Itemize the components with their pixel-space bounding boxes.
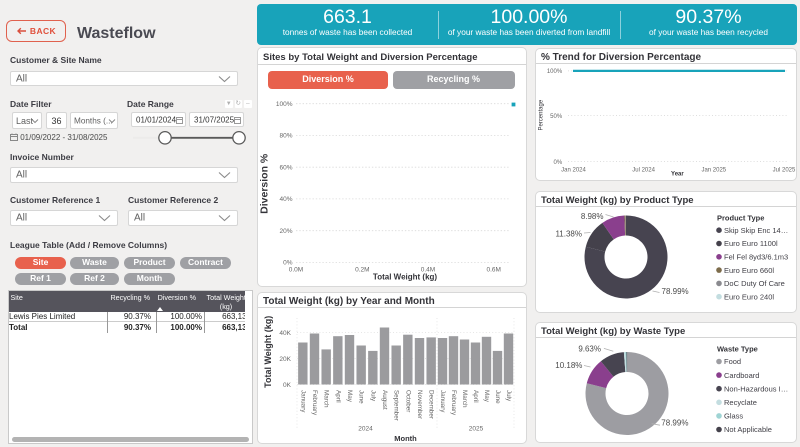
svg-text:Total Weight (kg): Total Weight (kg) (373, 272, 437, 281)
svg-text:40%: 40% (279, 196, 292, 203)
svg-text:10.18%: 10.18% (555, 361, 582, 370)
svg-text:Euro Euro 1100l: Euro Euro 1100l (724, 239, 778, 248)
svg-text:September: September (393, 390, 400, 421)
svg-text:Diversion %: Diversion % (259, 153, 271, 214)
svg-text:March: March (461, 390, 468, 408)
svg-text:January: January (439, 390, 446, 413)
svg-text:Recyclate: Recyclate (724, 398, 757, 407)
svg-text:Jul 2024: Jul 2024 (632, 167, 655, 173)
svg-text:April: April (472, 390, 479, 403)
svg-text:October: October (404, 390, 411, 412)
svg-text:Percentage: Percentage (538, 99, 544, 130)
svg-text:DoC Duty Of Care: DoC Duty Of Care (724, 279, 785, 288)
svg-text:60%: 60% (279, 165, 292, 172)
svg-text:0.4M: 0.4M (421, 266, 435, 273)
svg-text:Glass: Glass (724, 412, 743, 421)
svg-text:July: July (369, 390, 376, 402)
svg-text:78.99%: 78.99% (662, 287, 689, 296)
svg-text:0.6M: 0.6M (486, 266, 500, 273)
svg-text:0K: 0K (283, 382, 292, 389)
svg-text:June: June (358, 390, 365, 404)
svg-text:March: March (323, 390, 330, 408)
svg-text:2024: 2024 (358, 425, 373, 432)
svg-text:Waste Type: Waste Type (717, 345, 758, 354)
svg-text:50%: 50% (550, 114, 563, 120)
svg-text:0.2M: 0.2M (355, 266, 369, 273)
svg-text:February: February (450, 390, 457, 416)
svg-text:Skip Skip Enc 14…: Skip Skip Enc 14… (724, 226, 788, 235)
svg-text:December: December (428, 390, 435, 419)
svg-text:20K: 20K (279, 356, 291, 363)
svg-text:Euro Euro 240l: Euro Euro 240l (724, 292, 774, 301)
svg-text:0%: 0% (554, 160, 563, 166)
svg-text:0%: 0% (283, 260, 293, 267)
svg-text:Jan 2024: Jan 2024 (561, 167, 586, 173)
svg-text:Food: Food (724, 357, 741, 366)
svg-text:June: June (494, 390, 501, 404)
svg-text:Product Type: Product Type (717, 214, 764, 223)
svg-text:Fel Fel 8yd3/6.1m3: Fel Fel 8yd3/6.1m3 (724, 253, 788, 262)
svg-text:40K: 40K (279, 330, 291, 337)
svg-text:0.0M: 0.0M (289, 266, 303, 273)
svg-text:November: November (416, 390, 423, 419)
svg-text:80%: 80% (279, 133, 292, 140)
svg-text:11.38%: 11.38% (555, 230, 582, 239)
svg-text:9.63%: 9.63% (578, 345, 601, 354)
svg-text:Month: Month (394, 434, 417, 443)
svg-text:Cardboard: Cardboard (724, 371, 759, 380)
svg-text:Non-Hazardous I…: Non-Hazardous I… (724, 384, 788, 393)
svg-text:May: May (483, 390, 490, 403)
svg-text:100%: 100% (547, 69, 563, 75)
svg-text:Year: Year (671, 172, 684, 178)
svg-text:April: April (334, 390, 341, 403)
svg-text:8.98%: 8.98% (581, 212, 604, 221)
svg-text:100%: 100% (276, 101, 293, 108)
svg-text:78.99%: 78.99% (661, 419, 688, 428)
svg-text:20%: 20% (279, 228, 292, 235)
svg-text:January: January (299, 390, 306, 413)
svg-text:Jul 2025: Jul 2025 (773, 167, 796, 173)
svg-text:Euro Euro 660l: Euro Euro 660l (724, 266, 774, 275)
svg-text:May: May (346, 390, 353, 403)
svg-text:July: July (505, 390, 512, 402)
svg-text:2025: 2025 (469, 425, 484, 432)
svg-text:February: February (311, 390, 318, 416)
svg-text:Not Applicable: Not Applicable (724, 425, 772, 434)
svg-text:Total Weight (kg): Total Weight (kg) (263, 316, 273, 388)
svg-text:Jan 2025: Jan 2025 (701, 167, 726, 173)
svg-text:August: August (381, 390, 388, 410)
